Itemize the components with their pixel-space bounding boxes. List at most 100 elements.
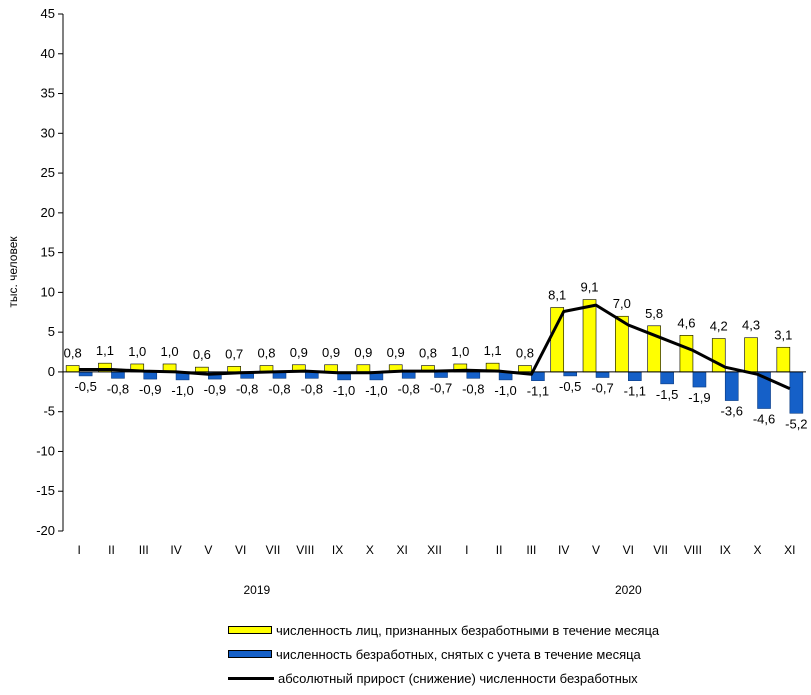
data-label-removed: -0,9: [204, 382, 226, 397]
data-label-removed: -0,7: [430, 380, 452, 395]
x-category-label: XII: [427, 543, 442, 557]
data-label-recognized: 0,9: [322, 345, 340, 360]
x-category-label: VIII: [684, 543, 702, 557]
data-label-recognized: 0,8: [516, 346, 534, 361]
chart: тыс. человек 45 40 35 30 25 20 15 10 5 0 -5 -10 -15 -…: [6, 6, 808, 597]
x-category-label: XI: [784, 543, 795, 557]
bar-removed: [563, 371, 578, 377]
data-label-recognized: 1,0: [128, 344, 146, 359]
y-tick-label: 15: [41, 245, 55, 260]
data-label-recognized: 0,9: [354, 345, 372, 360]
y-tick-label: -20: [36, 523, 55, 538]
y-tick-label: -15: [36, 483, 55, 498]
data-label-recognized: 4,3: [742, 318, 760, 333]
x-category-label: IV: [558, 543, 569, 557]
legend-item-growth: абсолютный прирост (снижение) численност…: [228, 666, 659, 690]
data-label-recognized: 0,7: [225, 346, 243, 361]
data-label-removed: -5,2: [785, 416, 807, 431]
data-label-removed: -0,8: [397, 381, 419, 396]
x-category-label: III: [139, 543, 149, 557]
bar-removed: [78, 371, 93, 377]
bar-removed: [724, 371, 739, 401]
x-category-label: IV: [170, 543, 181, 557]
x-category-label: I: [77, 543, 80, 557]
legend: численность лиц, признанных безработными…: [228, 618, 659, 690]
data-label-removed: -4,6: [753, 412, 775, 427]
x-category-label: V: [592, 543, 600, 557]
data-label-recognized: 0,9: [387, 345, 405, 360]
y-tick-label: 40: [41, 46, 55, 61]
bar-removed: [401, 371, 416, 379]
x-category-label: X: [754, 543, 762, 557]
x-category-label: VI: [235, 543, 246, 557]
data-label-recognized: 0,8: [257, 346, 275, 361]
data-label-recognized: 0,9: [290, 345, 308, 360]
data-label-removed: -1,0: [365, 383, 387, 398]
y-tick-label: -10: [36, 443, 55, 458]
y-tick-label: 45: [41, 6, 55, 21]
bar-recognized: [518, 365, 532, 373]
data-label-recognized: 0,8: [64, 346, 82, 361]
bar-removed: [660, 371, 674, 385]
y-tick-label: -5: [43, 404, 55, 419]
y-axis-label: тыс. человек: [6, 236, 20, 308]
data-label-removed: -1,1: [624, 384, 646, 399]
legend-item-removed: численность безработных, снятых с учета …: [228, 642, 659, 666]
data-label-recognized: 4,2: [710, 319, 728, 334]
data-label-removed: -1,0: [494, 383, 516, 398]
bar-recognized: [582, 299, 597, 373]
data-label-removed: -1,5: [656, 387, 678, 402]
bar-recognized: [356, 364, 371, 373]
data-label-recognized: 7,0: [613, 296, 631, 311]
data-label-recognized: 1,0: [161, 344, 179, 359]
legend-swatch-recognized: [228, 626, 272, 634]
y-tick-label: 5: [48, 324, 55, 339]
x-category-label: I: [465, 543, 468, 557]
bar-recognized: [744, 337, 758, 373]
data-label-recognized: 4,6: [677, 315, 695, 330]
bar-removed: [434, 371, 448, 378]
data-label-recognized: 1,1: [484, 343, 502, 358]
x-category-label: II: [108, 543, 115, 557]
data-label-removed: -3,6: [721, 404, 743, 419]
data-label-removed: -0,8: [301, 381, 323, 396]
data-label-recognized: 5,8: [645, 306, 663, 321]
data-label-removed: -0,5: [559, 379, 581, 394]
legend-swatch-growth: [228, 676, 274, 680]
data-label-removed: -0,7: [591, 380, 613, 395]
data-label-removed: -0,8: [236, 381, 258, 396]
y-tick-label: 20: [41, 205, 55, 220]
data-label-removed: -1,0: [333, 383, 355, 398]
bar-removed: [789, 371, 804, 414]
data-label-removed: -1,0: [171, 383, 193, 398]
x-category-label: III: [526, 543, 536, 557]
data-label-removed: -1,9: [688, 390, 710, 405]
line-growth: [79, 303, 791, 390]
bar-recognized: [776, 346, 791, 373]
bar-removed: [692, 371, 707, 388]
data-label-removed: -1,1: [527, 384, 549, 399]
legend-label-growth: абсолютный прирост (снижение) численност…: [278, 670, 638, 686]
data-label-removed: -0,5: [74, 379, 96, 394]
data-label-recognized: 9,1: [580, 280, 598, 295]
x-category-label: IX: [720, 543, 731, 557]
data-label-recognized: 3,1: [774, 327, 792, 342]
bar-removed: [595, 371, 610, 378]
y-tick-label: 35: [41, 86, 55, 101]
x-category-label: VII: [266, 543, 281, 557]
x-category-label: XI: [397, 543, 408, 557]
legend-item-recognized: численность лиц, признанных безработными…: [228, 618, 659, 642]
data-label-recognized: 1,0: [451, 344, 469, 359]
bar-recognized: [195, 366, 209, 373]
data-label-recognized: 1,1: [96, 343, 114, 358]
bar-removed: [466, 371, 481, 379]
y-tick-label: 30: [41, 125, 55, 140]
x-category-label: VIII: [296, 543, 314, 557]
data-label-removed: -0,8: [462, 381, 484, 396]
y-tick-label: 0: [48, 364, 55, 379]
year-label: 2020: [615, 583, 642, 597]
legend-label-removed: численность безработных, снятых с учета …: [276, 646, 641, 662]
data-label-removed: -0,9: [139, 382, 161, 397]
data-label-recognized: 8,1: [548, 287, 566, 302]
x-category-label: VI: [623, 543, 634, 557]
